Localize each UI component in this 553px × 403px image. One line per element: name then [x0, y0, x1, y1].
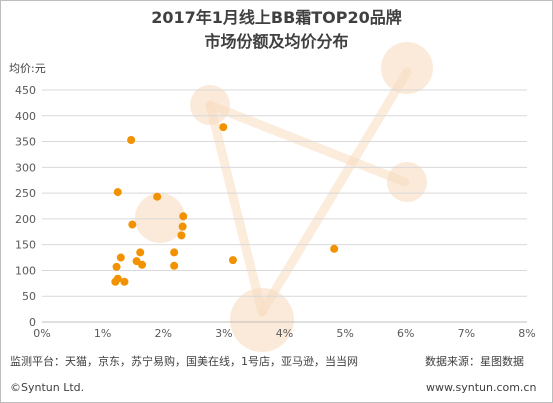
chart-title-line-2: 市场份额及均价分布 — [204, 32, 349, 51]
data-point — [116, 253, 125, 262]
x-tick-label: 8% — [518, 327, 535, 340]
decor-band-2 — [257, 67, 412, 317]
y-tick-label: 200 — [15, 213, 36, 226]
data-point — [127, 136, 136, 145]
y-tick-label: 50 — [22, 290, 36, 303]
y-tick-labels: 0 50 100 150 200 250 300 350 400 450 — [15, 84, 36, 329]
decor-circle-3 — [135, 193, 185, 243]
y-tick-label: 300 — [15, 161, 36, 174]
chart-title: 2017年1月线上BB霜TOP20品牌 市场份额及均价分布 — [0, 6, 553, 54]
data-point — [113, 188, 122, 197]
y-tick-label: 400 — [15, 110, 36, 123]
x-tick-label: 2% — [155, 327, 172, 340]
decoration-layer — [135, 42, 433, 352]
data-point — [330, 244, 339, 253]
data-point — [177, 231, 186, 240]
y-tick-label: 350 — [15, 136, 36, 149]
data-point — [170, 248, 179, 257]
decor-circle-2 — [387, 162, 427, 202]
x-tick-label: 6% — [397, 327, 414, 340]
y-tick-label: 0 — [29, 316, 36, 329]
x-tick-label: 0% — [33, 327, 50, 340]
y-tick-label: 250 — [15, 187, 36, 200]
chart-title-line-1: 2017年1月线上BB霜TOP20品牌 — [151, 8, 402, 27]
x-tick-labels: 0% 1% 2% 3% 4% 5% 6% 7% 8% — [33, 327, 535, 340]
data-point — [219, 123, 228, 132]
data-point — [111, 277, 120, 286]
x-tick-label: 1% — [94, 327, 111, 340]
data-source-note: 数据来源：星图数据 — [425, 355, 524, 368]
x-tick-label: 7% — [458, 327, 475, 340]
data-point — [178, 222, 187, 231]
y-tick-label: 150 — [15, 239, 36, 252]
data-point — [179, 212, 188, 221]
data-point — [170, 261, 179, 270]
data-point — [153, 192, 162, 201]
decor-band-1 — [205, 100, 267, 317]
decor-circle-0 — [190, 85, 230, 125]
data-point — [138, 260, 147, 269]
monitor-platforms-note: 监测平台：天猫，京东，苏宁易购，国美在线，1号店，亚马逊，当当网 — [10, 355, 358, 368]
y-tick-label: 100 — [15, 264, 36, 277]
data-point — [128, 220, 137, 229]
decor-circle-1 — [381, 42, 433, 94]
decor-band-0 — [205, 100, 410, 187]
y-tick-label: 450 — [15, 84, 36, 97]
data-points — [111, 123, 339, 286]
decor-circle-4 — [230, 288, 294, 352]
data-point — [120, 277, 129, 286]
gridlines — [42, 89, 527, 323]
data-point — [228, 256, 237, 265]
x-tick-label: 3% — [215, 327, 232, 340]
data-point — [136, 248, 145, 257]
data-point — [112, 262, 121, 271]
website-text: www.syntun.com.cn — [426, 381, 537, 394]
x-tick-label: 5% — [336, 327, 353, 340]
copyright-text: ©Syntun Ltd. — [10, 381, 85, 394]
y-axis-label: 均价:元 — [9, 62, 46, 75]
x-tick-label: 4% — [276, 327, 293, 340]
